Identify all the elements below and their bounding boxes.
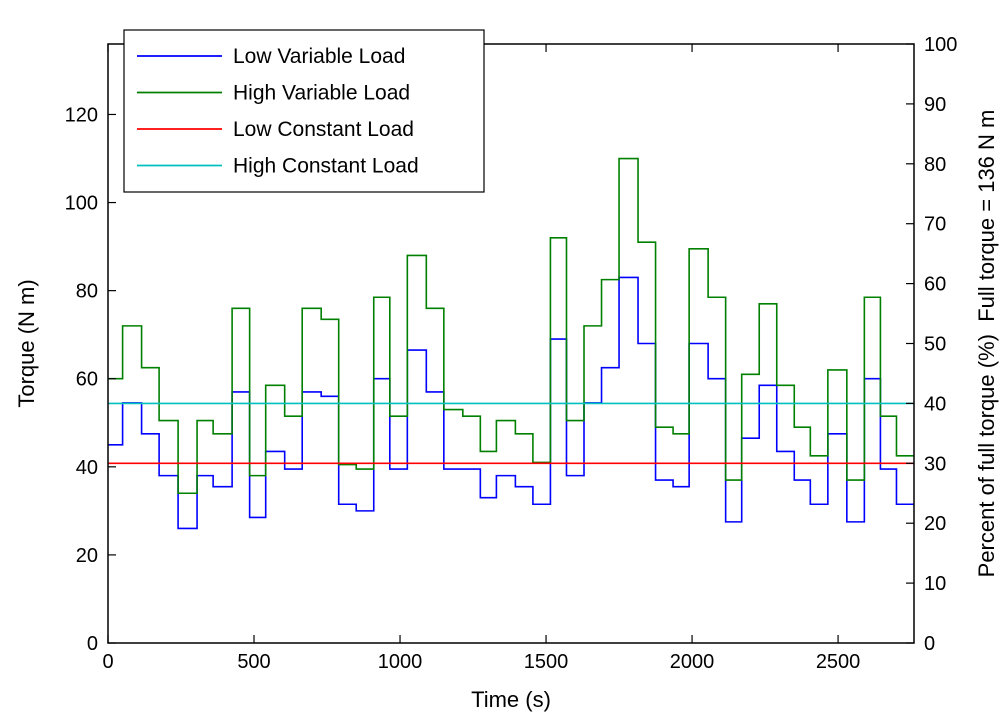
y-tick-label: 100 (65, 193, 98, 215)
y2-tick-label: 30 (924, 453, 946, 475)
y2-tick-label: 100 (924, 34, 957, 56)
y2-tick-label: 70 (924, 214, 946, 236)
y2-tick-label: 20 (924, 513, 946, 535)
legend: Low Variable Load High Variable Load Low C… (123, 29, 485, 193)
y-tick-label: 60 (76, 369, 98, 391)
x-tick-label: 1000 (378, 651, 423, 673)
x-tick-label: 1500 (524, 651, 569, 673)
y2-tick-label: 60 (924, 274, 946, 296)
y-tick-label: 80 (76, 281, 98, 303)
y2-tick-label: 10 (924, 573, 946, 595)
legend-label-low-variable-load: Low Variable Load (233, 45, 405, 68)
y-tick-label: 0 (87, 633, 98, 655)
legend-label-high-variable-load: High Variable Load (233, 82, 410, 105)
y2-tick-label: 80 (924, 154, 946, 176)
y-tick-label: 40 (76, 457, 98, 479)
y2-axis-title: Percent of full torque (%) Full torque =… (974, 110, 999, 578)
x-tick-label: 500 (237, 651, 270, 673)
ticks-layer: 0 500 1000 1500 2000 2500 0 20 40 60 80 100 120 0 10 20… (65, 34, 958, 673)
y-axis-title: Torque (N m) (14, 279, 39, 407)
series-line-high-variable-load (108, 157, 914, 495)
legend-label-high-constant-load: High Constant Load (233, 155, 419, 178)
y2-tick-label: 50 (924, 334, 946, 356)
series-layer (108, 157, 914, 530)
y2-tick-label: 40 (924, 393, 946, 415)
x-tick-label: 2000 (670, 651, 715, 673)
x-tick-label: 0 (102, 651, 113, 673)
legend-label-low-constant-load: Low Constant Load (233, 118, 414, 141)
x-tick-label: 2500 (816, 651, 861, 673)
x-axis-title: Time (s) (471, 687, 551, 712)
y2-tick-label: 90 (924, 94, 946, 116)
y-tick-label: 120 (65, 104, 98, 126)
y2-tick-label: 0 (924, 633, 935, 655)
y-tick-label: 20 (76, 545, 98, 567)
